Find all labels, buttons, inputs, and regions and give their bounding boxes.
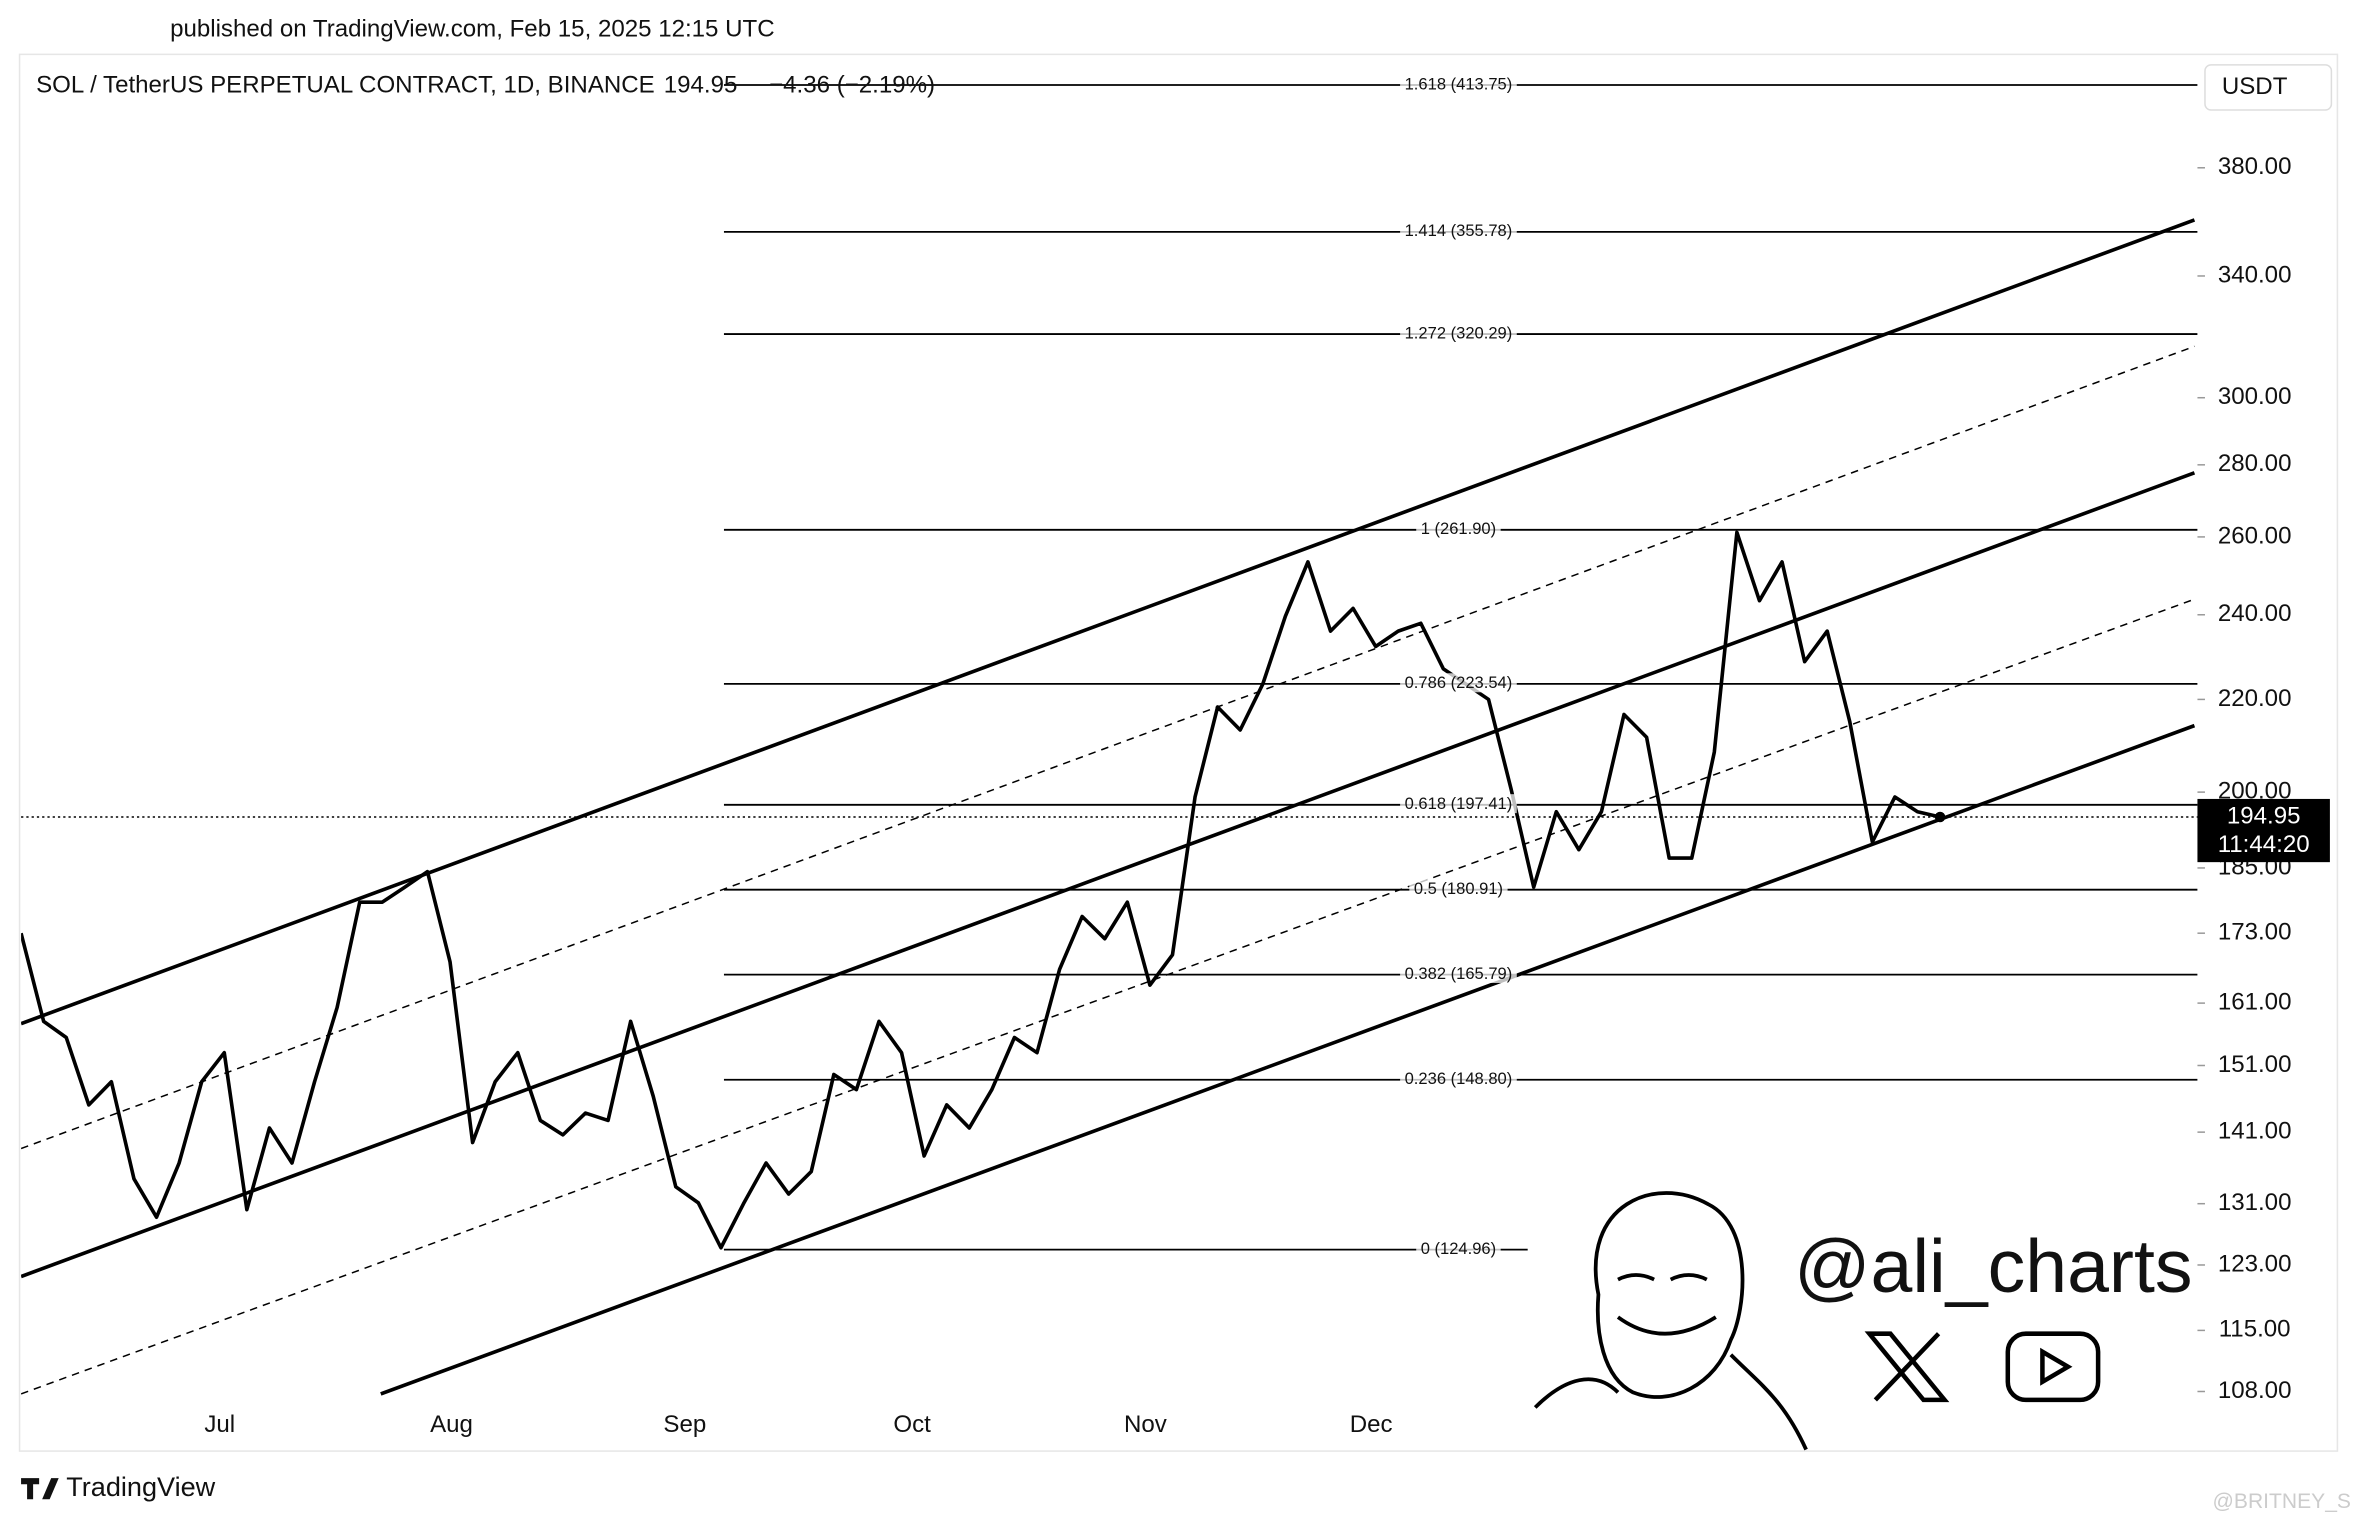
author-handle: @ali_charts <box>1794 1224 2192 1308</box>
x-tick-label: Jul <box>204 1411 235 1438</box>
y-tick-label: 161.00 <box>2218 988 2292 1015</box>
fib-label-bg <box>1409 879 1508 899</box>
y-tick-label: 220.00 <box>2218 685 2292 712</box>
fib-label-bg <box>1416 519 1501 539</box>
fib-label: 0.236 (148.80) <box>1405 1069 1513 1088</box>
chart-frame <box>18 53 2339 1452</box>
watermark: @BRITNEY_S <box>2213 1490 2351 1513</box>
fib-label: 1.272 (320.29) <box>1405 323 1513 342</box>
x-tick-label: Oct <box>893 1411 931 1438</box>
countdown: 11:44:20 <box>2218 831 2310 858</box>
y-tick-label: 260.00 <box>2218 522 2292 549</box>
currency[interactable]: USDT <box>2222 73 2288 100</box>
y-tick-label: 380.00 <box>2218 153 2292 180</box>
y-tick-label: 280.00 <box>2218 450 2292 477</box>
fib-label: 0 (124.96) <box>1421 1239 1496 1258</box>
change: −4.36 (−2.19%) <box>769 71 935 98</box>
fib-label: 0.382 (165.79) <box>1405 964 1513 983</box>
logo-bg <box>1532 1181 2195 1396</box>
fib-label-bg <box>1400 794 1517 814</box>
channel-line <box>21 471 2196 1279</box>
y-tick-label: 240.00 <box>2218 600 2292 627</box>
overlay: 380.00 340.00 300.00 280.00 260.00 240.00 220.… <box>21 74 2330 1451</box>
channel-line <box>21 345 2195 1150</box>
y-tick-label: 141.00 <box>2218 1117 2292 1144</box>
last-price-box <box>2197 798 2330 863</box>
y-tick-label: 151.00 <box>2218 1051 2292 1078</box>
y-tick-label: 173.00 <box>2218 919 2292 946</box>
fib-label-bg <box>1416 1238 1501 1258</box>
fib-label-bg <box>1400 74 1517 94</box>
published-note: published on TradingView.com, Feb 15, 20… <box>170 16 775 43</box>
x-tick-label: Dec <box>1350 1411 1393 1438</box>
fib-label-bg <box>1400 1069 1517 1089</box>
logo-face <box>1533 1191 1808 1451</box>
y-tick-label: 123.00 <box>2218 1250 2292 1277</box>
fib-label: 0.786 (223.54) <box>1405 673 1513 692</box>
fib-label-bg <box>1400 673 1517 693</box>
price-line <box>21 530 1941 1250</box>
channel-line <box>21 218 2196 1026</box>
symbol: SOL / TetherUS PERPETUAL CONTRACT, 1D, B… <box>36 71 655 98</box>
y-tick-label: 300.00 <box>2218 383 2292 410</box>
youtube-play <box>2040 1347 2073 1386</box>
fib-label: 0.618 (197.41) <box>1405 794 1513 813</box>
brand-logo <box>21 1478 59 1500</box>
fib-label: 1.414 (355.78) <box>1405 221 1513 240</box>
fib-label-bg <box>1400 963 1517 983</box>
x-tick-label: Sep <box>663 1411 706 1438</box>
youtube-icon <box>2005 1331 2101 1403</box>
y-tick-label: 131.00 <box>2218 1189 2292 1216</box>
last-text: 194.95 <box>664 71 738 98</box>
last-price-label: 194.95 <box>2227 802 2301 829</box>
x-tick-label: Nov <box>1124 1411 1167 1438</box>
fib-label: 1.618 (413.75) <box>1405 74 1513 93</box>
y-tick-label: 340.00 <box>2218 261 2292 288</box>
x-tick-label: Aug <box>430 1411 473 1438</box>
brand: TradingView <box>66 1471 215 1502</box>
currency-box[interactable] <box>2204 64 2333 111</box>
fib-label-bg <box>1400 323 1517 343</box>
y-tick-label: 115.00 <box>2219 1316 2291 1343</box>
fib-label: 0.5 (180.91) <box>1414 879 1503 898</box>
fib-label: 1 (261.90) <box>1421 519 1496 538</box>
y-tick-label: 108.00 <box>2218 1377 2292 1404</box>
channel-line <box>380 723 2196 1396</box>
x-icon <box>1864 1331 1950 1403</box>
channel-line <box>21 598 2195 1395</box>
fib-label-bg <box>1400 221 1517 241</box>
